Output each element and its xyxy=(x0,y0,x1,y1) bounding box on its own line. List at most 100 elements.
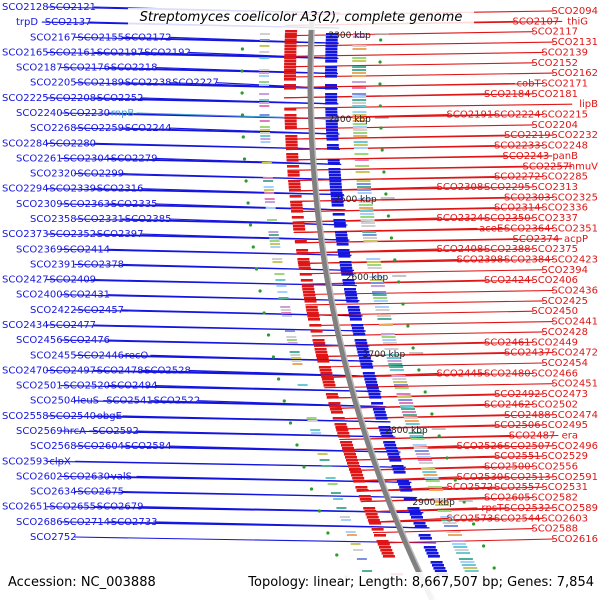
right-gene-label[interactable]: era xyxy=(562,431,578,442)
left-gene-label[interactable]: SCO2167 xyxy=(30,32,77,43)
left-gene-label[interactable]: SCO2165 xyxy=(2,47,49,58)
right-gene-label[interactable]: SCO2337 xyxy=(531,213,578,224)
left-gene-label[interactable]: SCO2294 xyxy=(2,184,49,195)
right-gene-label[interactable]: SCO2257 xyxy=(523,161,570,172)
left-gene-label[interactable]: SCO2431 xyxy=(63,290,110,301)
left-gene-label[interactable]: SCO2309 xyxy=(16,199,63,210)
left-gene-label[interactable]: SCO2121 xyxy=(49,2,96,13)
right-gene-label[interactable]: SCO2474 xyxy=(551,410,598,421)
right-gene-label[interactable]: SCO2557 xyxy=(494,482,541,493)
left-gene-label[interactable]: recO xyxy=(125,350,149,361)
right-gene-label[interactable]: SCO2303 xyxy=(504,192,551,203)
right-gene-label[interactable]: SCO2394 xyxy=(541,265,588,276)
left-gene-label[interactable]: SCO2604 xyxy=(77,441,124,452)
right-gene-label[interactable]: SCO2556 xyxy=(531,462,578,473)
left-gene-label[interactable]: SCO2446 xyxy=(77,350,124,361)
right-gene-label[interactable]: SCO2428 xyxy=(541,327,588,338)
right-gene-label[interactable]: SCO2588 xyxy=(531,524,578,535)
left-gene-label[interactable]: SCO2477 xyxy=(49,320,96,331)
left-gene-label[interactable]: SCO2261 xyxy=(16,153,63,164)
right-gene-label[interactable]: SCO2272 xyxy=(494,172,541,183)
right-gene-label[interactable]: SCO2406 xyxy=(531,275,578,286)
right-gene-label[interactable]: SCO2181 xyxy=(531,89,578,100)
left-gene-label[interactable]: SCO2455 xyxy=(30,350,77,361)
left-gene-label[interactable]: SCO2400 xyxy=(16,290,63,301)
left-gene-label[interactable]: SCO2205 xyxy=(30,78,77,89)
left-gene-label[interactable]: SCO2409 xyxy=(49,275,96,286)
right-gene-label[interactable]: SCO2424 xyxy=(484,275,531,286)
left-gene-label[interactable]: SCO2651 xyxy=(2,502,49,513)
left-gene-label[interactable]: SCO2522 xyxy=(154,396,201,407)
left-gene-label[interactable]: rnpB xyxy=(111,108,135,119)
right-gene-label[interactable]: SCO2336 xyxy=(541,203,588,214)
right-gene-label[interactable]: SCO2388 xyxy=(484,244,531,255)
left-gene-label[interactable]: SCO2391 xyxy=(30,259,77,270)
right-gene-label[interactable]: SCO2162 xyxy=(551,68,598,79)
right-gene-label[interactable]: SCO2531 xyxy=(541,482,588,493)
right-gene-label[interactable]: SCO2232 xyxy=(551,130,598,141)
right-gene-label[interactable]: SCO2139 xyxy=(541,47,588,58)
right-gene-label[interactable]: thiG xyxy=(567,16,588,27)
left-gene-label[interactable]: SCO2497 xyxy=(49,365,96,376)
right-gene-label[interactable]: cobT xyxy=(517,79,542,90)
left-gene-label[interactable]: SCO2752 xyxy=(30,532,77,543)
left-gene-label[interactable]: SCO2378 xyxy=(77,259,124,270)
right-gene-label[interactable]: SCO2500 xyxy=(484,462,531,473)
right-gene-label[interactable]: SCO2437 xyxy=(504,348,551,359)
right-gene-label[interactable]: SCO2324 xyxy=(437,213,484,224)
right-gene-label[interactable]: SCO2513 xyxy=(504,472,551,483)
right-gene-label[interactable]: SCO2544 xyxy=(494,513,541,524)
left-gene-label[interactable]: SCO2128 xyxy=(2,2,49,13)
left-gene-label[interactable]: SCO2252 xyxy=(97,93,144,104)
right-gene-label[interactable]: SCO2526 xyxy=(457,441,504,452)
left-gene-label[interactable]: SCO2161 xyxy=(49,47,96,58)
right-gene-label[interactable]: SCO2215 xyxy=(541,110,588,121)
left-gene-label[interactable]: SCO2476 xyxy=(63,335,110,346)
left-gene-label[interactable]: SCO2434 xyxy=(2,320,49,331)
right-gene-label[interactable]: SCO2603 xyxy=(541,513,588,524)
right-gene-label[interactable]: SCO2445 xyxy=(437,368,484,379)
right-gene-label[interactable]: SCO2506 xyxy=(494,420,541,431)
right-gene-label[interactable]: SCO2589 xyxy=(551,503,598,514)
right-gene-label[interactable]: SCO2530 xyxy=(457,472,504,483)
right-gene-label[interactable]: SCO2461 xyxy=(484,337,531,348)
left-gene-label[interactable]: SCO2218 xyxy=(111,63,158,74)
left-gene-label[interactable]: SCO2679 xyxy=(97,502,144,513)
left-gene-label[interactable]: SCO2358 xyxy=(30,214,77,225)
right-gene-label[interactable]: aceE xyxy=(479,223,503,234)
right-gene-label[interactable]: SCO2492 xyxy=(494,389,541,400)
left-gene-label[interactable]: SCO2320 xyxy=(30,169,77,180)
left-gene-label[interactable]: SCO2714 xyxy=(63,517,110,528)
left-gene-label[interactable]: SCO2385 xyxy=(125,214,172,225)
left-gene-label[interactable]: SCO2541 xyxy=(106,396,153,407)
left-gene-label[interactable]: SCO2331 xyxy=(77,214,124,225)
right-gene-label[interactable]: rpsT xyxy=(481,503,504,514)
left-gene-label[interactable]: SCO2268 xyxy=(30,123,77,134)
right-gene-label[interactable]: SCO2473 xyxy=(541,389,588,400)
left-gene-label[interactable]: SCO2427 xyxy=(2,275,49,286)
left-gene-label[interactable]: SCO2259 xyxy=(77,123,124,134)
left-gene-label[interactable]: SCO2192 xyxy=(144,47,191,58)
left-gene-label[interactable]: SCO2373 xyxy=(2,229,49,240)
right-gene-label[interactable]: SCO2285 xyxy=(541,172,588,183)
left-gene-label[interactable]: SCO2316 xyxy=(97,184,144,195)
right-gene-label[interactable]: SCO2425 xyxy=(541,296,588,307)
left-gene-label[interactable]: SCO2187 xyxy=(16,63,63,74)
left-gene-label[interactable]: SCO2189 xyxy=(77,78,124,89)
left-gene-label[interactable]: SCO2299 xyxy=(77,169,124,180)
right-gene-label[interactable]: SCO2152 xyxy=(531,58,578,69)
left-gene-label[interactable]: SCO2501 xyxy=(16,381,63,392)
right-gene-label[interactable]: SCO2204 xyxy=(531,120,578,131)
left-gene-label[interactable]: hrcA xyxy=(63,426,86,437)
right-gene-label[interactable]: SCO2325 xyxy=(551,192,598,203)
right-gene-label[interactable]: acpP xyxy=(564,234,588,245)
right-gene-label[interactable]: SCO2350 xyxy=(484,213,531,224)
right-gene-label[interactable]: SCO2374 xyxy=(513,234,560,245)
right-gene-label[interactable]: SCO2295 xyxy=(484,182,531,193)
right-gene-label[interactable]: SCO2131 xyxy=(551,37,598,48)
right-gene-label[interactable]: SCO2582 xyxy=(531,493,578,504)
left-gene-label[interactable]: SCO2304 xyxy=(63,153,110,164)
left-gene-label[interactable]: SCO2470 xyxy=(2,365,49,376)
right-gene-label[interactable]: SCO2462 xyxy=(484,399,531,410)
